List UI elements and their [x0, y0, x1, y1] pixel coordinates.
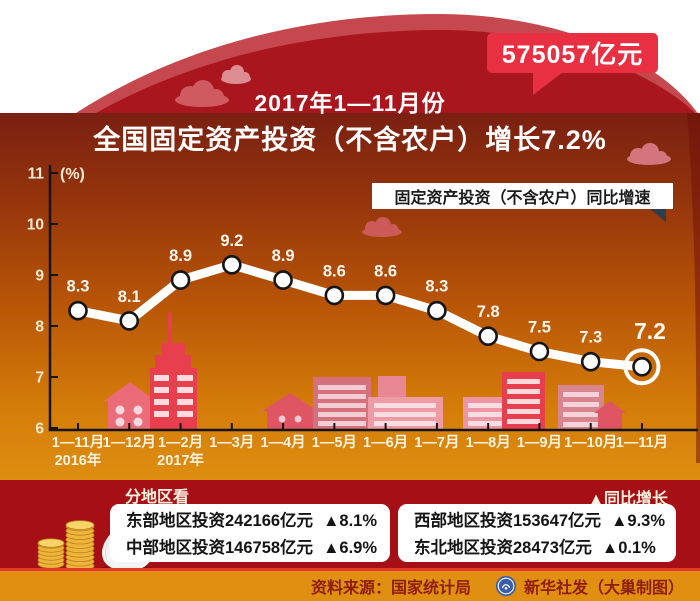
data-label: 7.5	[528, 319, 551, 337]
city-skyline-illustration	[104, 312, 626, 429]
x-tick-label: 1—9月	[517, 434, 562, 451]
region-delta: ▲6.9%	[323, 539, 378, 557]
data-point	[222, 255, 242, 275]
data-point	[478, 326, 498, 346]
data-point	[427, 300, 447, 321]
data-label: 8.3	[425, 278, 448, 296]
region-delta: ▲0.1%	[601, 539, 656, 557]
region-row: 中部地区投资146758亿元 ▲6.9%	[126, 535, 390, 561]
legend-tail	[650, 209, 666, 222]
y-tick-label: 9	[35, 268, 44, 285]
header-arch-area: 2017年1—11月份 575057亿元	[0, 0, 700, 116]
x-tick-label: 1—2月	[158, 434, 203, 451]
region-label: 西部地区投资153647亿元	[414, 512, 602, 530]
data-label: 8.1	[118, 288, 141, 306]
region-label: 中部地区投资146758亿元	[126, 539, 314, 557]
separator-line	[0, 568, 700, 571]
chart-band: 全国固定资产投资（不含农户）增长7.2%	[0, 113, 700, 480]
region-row: 东部地区投资242166亿元 ▲8.1%	[126, 508, 390, 534]
data-label: 8.6	[323, 262, 346, 280]
title-line2: 全国固定资产投资（不含农户）增长7.2%	[93, 125, 607, 155]
data-point	[375, 285, 396, 306]
regions-heading: 分地区看	[125, 489, 190, 506]
y-tick-label: 10	[27, 217, 44, 234]
region-delta: ▲8.1%	[323, 512, 378, 530]
credit-wrap: 新华社发（大巢制图）	[495, 574, 684, 598]
data-source-label: 资料来源：国家统计局	[310, 580, 471, 597]
coin-stacks	[37, 520, 95, 571]
legend-box: 固定资产投资（不含农户）同比增速	[372, 183, 673, 209]
cloud-icon	[362, 217, 402, 237]
yoy-growth-label: ▲同比增长	[588, 491, 668, 508]
region-row: 东北地区投资28473亿元 ▲0.1%	[414, 535, 676, 561]
data-label: 9.2	[220, 232, 243, 250]
region-label: 东北地区投资28473亿元	[414, 539, 592, 557]
data-point	[529, 341, 550, 362]
data-label: 8.9	[272, 247, 295, 265]
data-label: 7.3	[579, 329, 602, 347]
highlight-ring	[623, 348, 661, 386]
x-tick-label: 1—7月	[414, 434, 459, 451]
x-tick-label: 1—6月	[363, 434, 408, 451]
x-tick-label: 1—8月	[466, 434, 511, 451]
xinhua-logo-icon	[495, 575, 517, 597]
region-row: 西部地区投资153647亿元 ▲9.3%	[414, 508, 676, 534]
data-label: 7.8	[477, 303, 500, 321]
data-label: 8.9	[169, 247, 192, 265]
arch-limb	[687, 113, 700, 463]
y-tick-label: 8	[35, 319, 44, 336]
data-point	[580, 351, 601, 372]
regions-east-central-box: 东部地区投资242166亿元 ▲8.1% 中部地区投资146758亿元 ▲6.9…	[110, 504, 390, 562]
x-tick-label: 1—5月	[312, 434, 357, 451]
badge-tail	[533, 72, 563, 95]
y-tick-label: 7	[35, 370, 44, 387]
y-unit-label: (%)	[60, 166, 85, 183]
region-label: 东部地区投资242166亿元	[126, 512, 314, 530]
x-tick-label: 1—11月	[52, 434, 104, 451]
data-label: 7.2	[634, 318, 666, 344]
x-year-label: 2016年	[55, 451, 102, 469]
x-tick-label: 1—10月	[564, 434, 617, 451]
x-tick-label: 1—11月	[616, 434, 668, 451]
data-point	[273, 270, 293, 290]
total-investment-badge: 575057亿元	[487, 33, 658, 73]
cloud-icon	[627, 143, 671, 165]
x-year-label: 2017年	[157, 451, 204, 469]
regions-west-northeast-box: 西部地区投资153647亿元 ▲9.3% 东北地区投资28473亿元 ▲0.1%	[398, 504, 676, 562]
title-line1: 2017年1—11月份	[254, 90, 446, 116]
y-tick-label: 6	[35, 421, 44, 438]
data-label: 8.3	[67, 278, 90, 296]
y-tick-label: 11	[28, 166, 45, 183]
credit-label: 新华社发（大巢制图）	[523, 580, 684, 597]
x-tick-label: 1—4月	[261, 434, 306, 451]
data-label: 8.6	[374, 262, 397, 280]
data-point	[324, 285, 345, 306]
data-point	[119, 311, 140, 331]
data-point	[632, 357, 652, 377]
region-delta: ▲9.3%	[611, 512, 666, 530]
data-point	[170, 270, 191, 290]
x-tick-label: 1—3月	[209, 434, 254, 451]
x-tick-label: 1—12月	[103, 434, 156, 451]
footer: 资料来源：国家统计局 新华社发（大巢制图）	[0, 571, 700, 601]
regions-section: 分地区看 ▲同比增长	[0, 480, 700, 574]
cloud-icon	[221, 65, 251, 84]
data-point	[68, 300, 88, 321]
cloud-icon	[175, 80, 229, 107]
